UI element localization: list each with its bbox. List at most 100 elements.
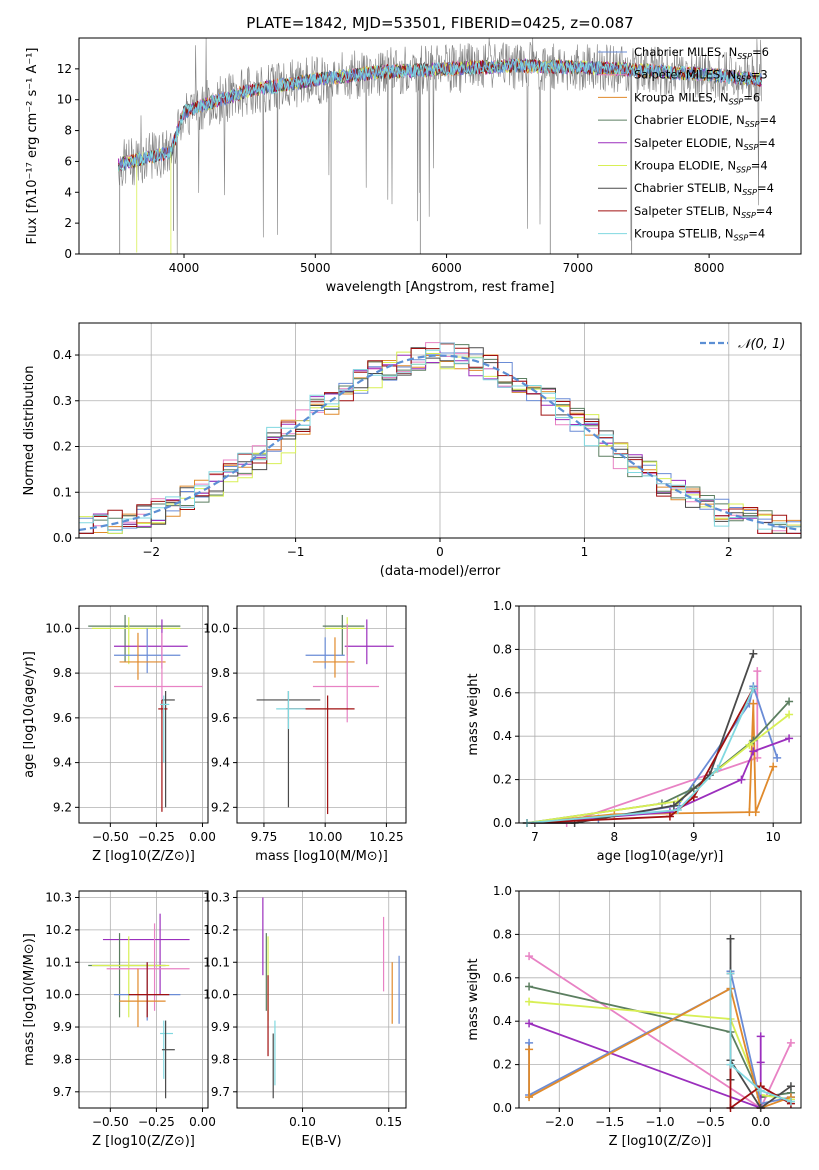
y-tick-label: 9.2 <box>53 800 72 814</box>
weight-marker-kroupa-miles <box>769 762 778 771</box>
weight-marker-salpeter-elodie <box>525 1019 534 1028</box>
spectrum-kroupa-stelib-line <box>117 58 763 172</box>
panel-residuals: −2 −1 0 1 2 0.0 0.1 0.2 0.3 0.4 (data-model)/error… <box>22 322 802 579</box>
errorbar-point-kroupa-miles <box>312 637 355 678</box>
x-axis-label: wavelength [Angstrom, rest frame] <box>326 280 555 295</box>
errorbar-point-kroupa-miles <box>119 632 166 680</box>
weight-marker-kroupa-miles <box>525 1093 534 1102</box>
y-tick-label: 0.2 <box>53 440 72 454</box>
weight-marker-kroupa-stelib <box>756 1086 765 1095</box>
y-tick-label: 0.4 <box>493 1014 512 1028</box>
errorbar-point-salpeter-stelib <box>128 962 170 1018</box>
x-tick-label: 0.10 <box>289 1115 316 1129</box>
weight-marker-kroupa-elodie <box>785 710 794 719</box>
axes-frame <box>518 605 802 824</box>
weight-marker-kroupa-stelib <box>749 684 758 693</box>
x-tick-label: 0 <box>436 545 444 559</box>
legend-entry-salpeter-stelib: Salpeter STELIB, NSSP=4 <box>634 204 773 220</box>
weight-line-chabrier-miles <box>526 682 779 824</box>
weight-marker-kroupa-stelib <box>673 805 682 814</box>
x-tick-label: 9 <box>690 830 698 844</box>
y-tick-label: 0.4 <box>493 729 512 743</box>
errorbar-point-salpeter-miles <box>106 923 190 1011</box>
legend-entry-salpeter-miles: Salpeter MILES, NSSP=3 <box>634 68 768 84</box>
axes-frame <box>78 322 802 539</box>
y-tick-label: 10.0 <box>203 621 230 635</box>
y-tick-label: 9.7 <box>53 1085 72 1099</box>
y-axis-label: mass [log10(M/M⊙)] <box>22 933 37 1066</box>
errorbar-point-chabrier-elodie <box>322 614 365 656</box>
weight-marker-salpeter-miles <box>786 1038 795 1047</box>
x-tick-label: −0.50 <box>92 830 129 844</box>
axes-frame <box>236 890 407 1109</box>
y-tick-label: 10.0 <box>203 988 230 1002</box>
normal-curve <box>78 354 802 532</box>
y-tick-label: 6 <box>64 154 72 168</box>
histogram-kroupa-stelib <box>79 342 801 531</box>
x-tick-label: 4000 <box>169 261 200 275</box>
y-tick-label: 0.3 <box>53 394 72 408</box>
y-tick-label: 9.7 <box>211 1085 230 1099</box>
y-tick-label: 0.1 <box>53 485 72 499</box>
x-tick-label: 7 <box>531 830 539 844</box>
y-tick-label: 9.2 <box>211 800 230 814</box>
weight-marker-salpeter-elodie <box>756 1032 765 1041</box>
x-axis-label: age [log10(age/yr)] <box>597 849 724 864</box>
weight-marker-chabrier-stelib <box>669 801 678 810</box>
x-tick-label: −1.0 <box>645 1115 674 1129</box>
legend-entry-salpeter-elodie: Salpeter ELODIE, NSSP=4 <box>634 136 775 152</box>
figure-title: PLATE=1842, MJD=53501, FIBERID=0425, z=0… <box>246 14 633 32</box>
errorbar-point-chabrier-stelib <box>161 1020 175 1099</box>
y-tick-label: 4 <box>64 185 72 199</box>
x-axis-label: (data-model)/error <box>380 564 501 579</box>
errorbar-point-chabrier-elodie <box>88 614 181 662</box>
y-tick-label: 0.6 <box>493 971 512 985</box>
errorbar-point-salpeter-elodie <box>102 913 190 995</box>
weight-marker-kroupa-miles <box>525 1045 534 1054</box>
weight-marker-salpeter-elodie <box>785 734 794 743</box>
panel-mass-weight-vs-age: 7 8 9 10 0.0 0.2 0.4 0.6 0.8 1.0 age [log10(age/yr… <box>466 599 802 864</box>
weight-marker-kroupa-miles <box>751 808 760 817</box>
y-tick-label: 0.8 <box>493 642 512 656</box>
y-tick-label: 0.6 <box>493 686 512 700</box>
y-tick-label: 9.8 <box>211 1052 230 1066</box>
x-tick-label: −0.50 <box>92 1115 129 1129</box>
x-axis-label: Z [log10(Z/Z⊙)] <box>609 1134 712 1149</box>
y-tick-label: 9.4 <box>211 756 230 770</box>
weight-marker-salpeter-elodie <box>749 747 758 756</box>
legend-entry-chabrier-stelib: Chabrier STELIB, NSSP=4 <box>634 181 774 197</box>
y-axis-label: Flux [fλ10⁻¹⁷ erg cm⁻² s⁻¹ A⁻¹] <box>25 48 40 245</box>
weight-line-salpeter-stelib <box>526 688 755 824</box>
y-tick-label: 10.0 <box>45 621 72 635</box>
panel-mass-vs-EBV: 0.10 0.15 9.7 9.8 9.9 10.0 10.1 10.2 10.3 E(B-V) <box>203 890 407 1149</box>
weight-marker-salpeter-elodie <box>756 1058 765 1067</box>
x-tick-label: −1 <box>287 545 305 559</box>
y-tick-label: 10.0 <box>45 988 72 1002</box>
x-tick-label: 8000 <box>694 261 725 275</box>
y-tick-label: 10.3 <box>45 890 72 904</box>
weight-marker-kroupa-miles <box>749 699 758 708</box>
y-tick-label: 0.0 <box>493 816 512 830</box>
y-tick-label: 10.1 <box>45 955 72 969</box>
weight-marker-chabrier-stelib <box>749 649 758 658</box>
weight-marker-kroupa-stelib <box>726 1060 735 1069</box>
legend-entry-kroupa-stelib: Kroupa STELIB, NSSP=4 <box>634 227 765 243</box>
y-tick-label: 1.0 <box>493 884 512 898</box>
weight-marker-salpeter-stelib <box>665 812 674 821</box>
weight-marker-salpeter-elodie <box>737 775 746 784</box>
y-tick-label: 9.8 <box>211 666 230 680</box>
x-tick-label: 10.00 <box>308 830 342 844</box>
y-tick-label: 9.8 <box>53 1052 72 1066</box>
y-tick-label: 10.2 <box>45 923 72 937</box>
errorbar-point-kroupa-stelib <box>276 691 306 730</box>
y-tick-label: 9.6 <box>53 711 72 725</box>
axes-frame <box>236 605 407 824</box>
x-axis-label: E(B-V) <box>301 1134 341 1149</box>
y-tick-label: 9.8 <box>53 666 72 680</box>
y-tick-label: 0.0 <box>53 531 72 545</box>
x-tick-label: 6000 <box>431 261 462 275</box>
x-tick-label: 9.75 <box>251 830 278 844</box>
panel-mass-vs-Z: −0.50 −0.25 0.00 9.7 9.8 9.9 10.0 10.1 10.2 10.3 Z… <box>22 890 216 1149</box>
y-tick-label: 10.1 <box>203 955 230 969</box>
panel-mass-weight-vs-Z: −2.0 −1.5 −1.0 −0.5 0.0 0.0 0.2 0.4 0.6 0.8 1.0 Z [… <box>466 884 802 1149</box>
